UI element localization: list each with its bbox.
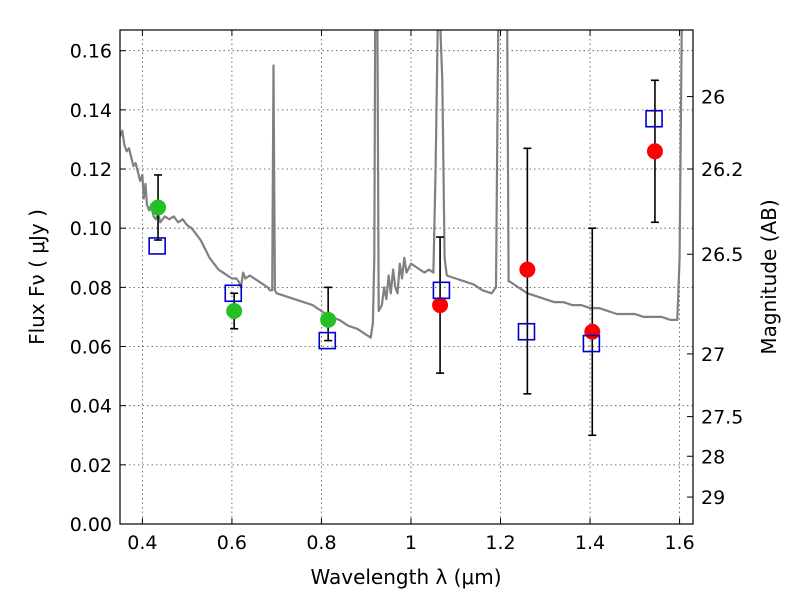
x-tick-label: 0.4 (127, 532, 157, 554)
right-tick-label: 26.5 (701, 244, 743, 266)
model-square (432, 281, 451, 300)
y-tick-label: 0.04 (70, 396, 112, 418)
data-point (150, 199, 167, 216)
x-tick-label: 0.6 (217, 532, 247, 554)
y-tick-label: 0.06 (70, 337, 112, 359)
data-markers (148, 109, 663, 353)
right-tick-label: 26 (701, 87, 725, 109)
data-point (519, 261, 536, 278)
spectrum-line (120, 30, 683, 339)
grid (120, 30, 693, 524)
x-tick-label: 1.4 (575, 532, 605, 554)
y-tick-label: 0.02 (70, 455, 112, 477)
data-point (320, 311, 337, 328)
y-tick-label: 0.12 (70, 159, 112, 181)
y-tick-label: 0.10 (70, 218, 112, 240)
x-tick-label: 1 (405, 532, 417, 554)
x-tick-label: 1.6 (664, 532, 694, 554)
right-tick-label: 27 (701, 344, 725, 366)
model-square (582, 334, 601, 353)
y-axis-title: Flux Fν ( μJy ) (25, 209, 49, 345)
model-square (148, 237, 166, 255)
right-axis-title: Magnitude (AB) (757, 199, 781, 354)
data-point (646, 143, 663, 160)
y-tick-label: 0.08 (70, 277, 112, 299)
right-tick-label: 28 (701, 446, 725, 468)
model-square (645, 109, 663, 128)
right-tick-label: 29 (701, 487, 725, 509)
y-tick-label: 0.16 (70, 41, 112, 63)
tick-labels: 0.4 0.6 0.8 1 1.2 1.4 1.6 0.00 0.02 0.04 0.06 0.08 0… (70, 41, 744, 554)
error-bars (154, 79, 659, 437)
model-spectrum (120, 30, 683, 339)
plot-frame (119, 29, 694, 525)
x-tick-label: 1.2 (485, 532, 515, 554)
x-tick-label: 0.8 (306, 532, 336, 554)
data-point (584, 323, 601, 340)
data-point (226, 303, 243, 320)
model-square (224, 284, 243, 303)
right-tick-label: 26.2 (701, 159, 743, 181)
model-square (517, 322, 536, 341)
y-tick-label: 0.00 (70, 514, 112, 536)
right-tick-label: 27.5 (701, 407, 743, 429)
model-square (318, 331, 337, 350)
axis-ticks (120, 30, 693, 525)
x-axis-title: Wavelength λ (μm) (310, 565, 501, 589)
y-tick-label: 0.14 (70, 100, 112, 122)
data-point (432, 297, 449, 314)
